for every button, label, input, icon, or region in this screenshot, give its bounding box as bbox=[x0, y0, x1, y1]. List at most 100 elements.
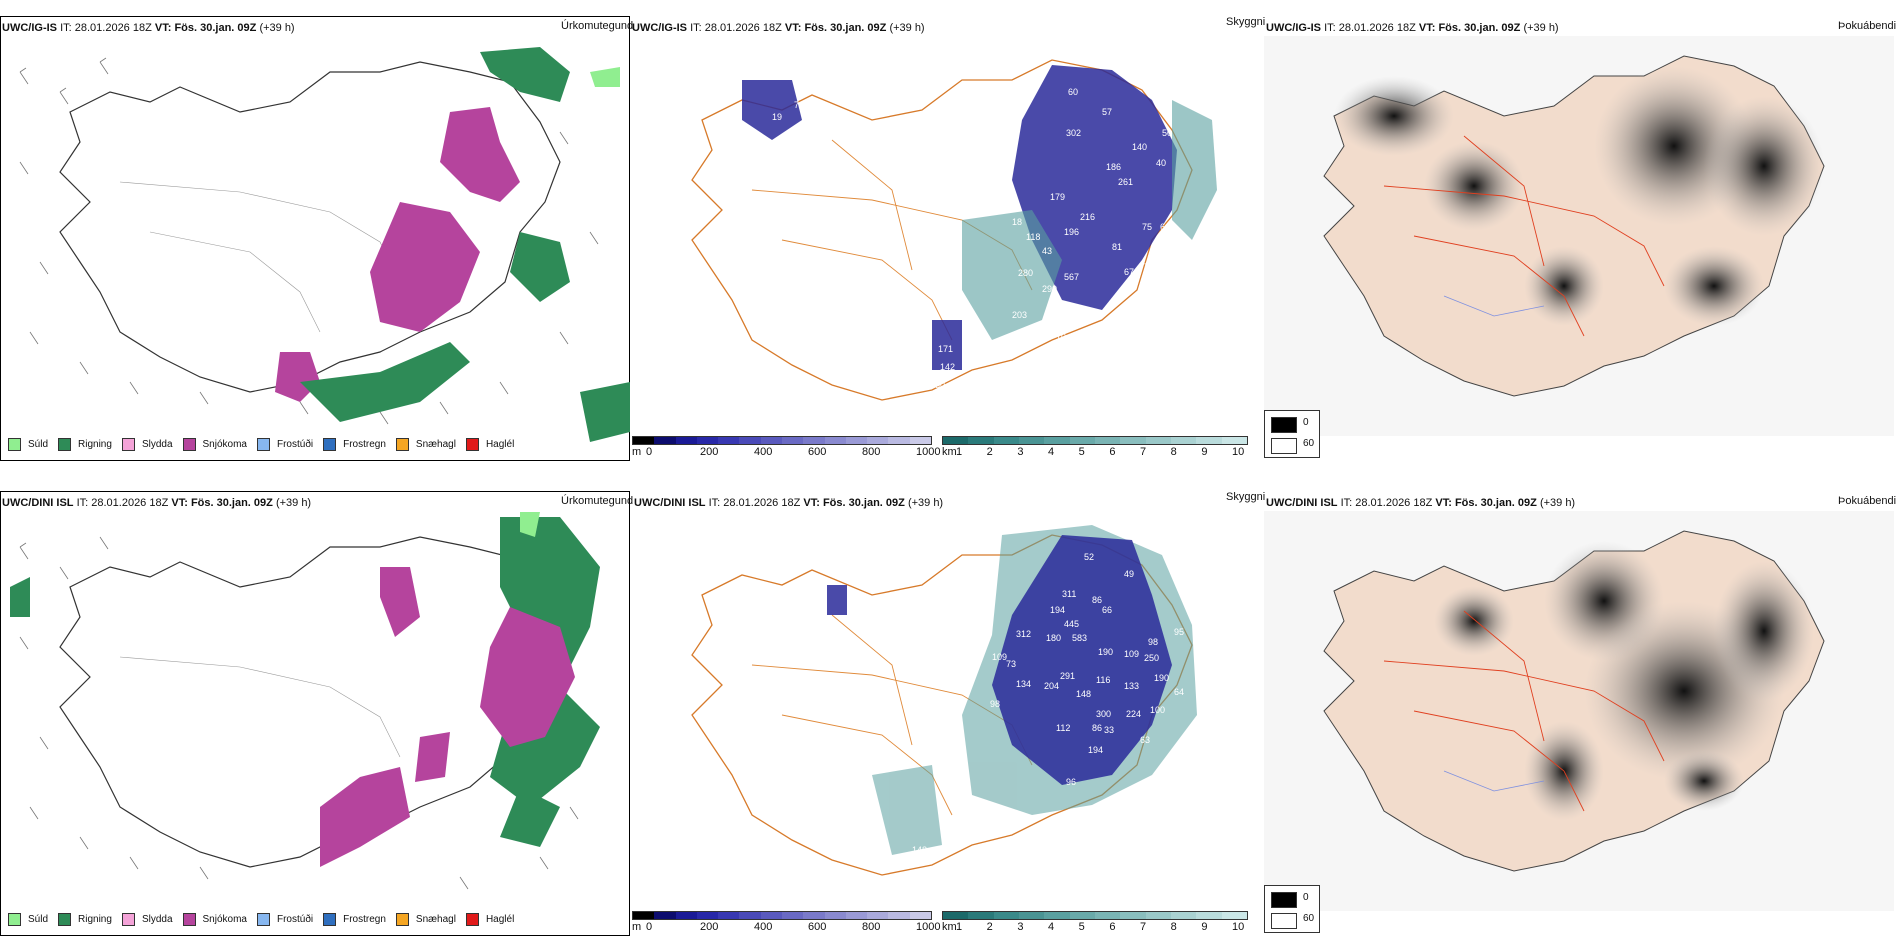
colorbar-segment bbox=[760, 437, 782, 444]
low-ceiling-areas bbox=[827, 535, 1172, 785]
swatch-rain bbox=[58, 437, 72, 451]
precip-type-panel: UWC/DINI ISL IT: 28.01.2026 18Z VT: Fös.… bbox=[0, 475, 634, 950]
colorbar-tick: 1 bbox=[956, 446, 963, 458]
svg-text:116: 116 bbox=[1096, 675, 1110, 685]
colorbar-segment bbox=[1196, 912, 1222, 919]
svg-text:180: 180 bbox=[1046, 633, 1061, 643]
colorbar-tick: 5 bbox=[1078, 921, 1085, 933]
colorbar-segment bbox=[943, 437, 969, 444]
svg-text:19: 19 bbox=[772, 112, 782, 122]
colorbar-tick: 9 bbox=[1201, 446, 1208, 458]
colorbar-segment bbox=[1170, 437, 1197, 444]
colorbar-segment bbox=[1221, 437, 1247, 444]
ceiling-map: 52 49 86 66 311 194 445 312 180 583 109 … bbox=[691, 525, 1197, 876]
svg-text:179: 179 bbox=[1050, 192, 1065, 202]
colorbar-tick: 1000 bbox=[916, 921, 941, 933]
colorbar-segment bbox=[803, 437, 825, 444]
colorbar-segment bbox=[968, 912, 994, 919]
colorbar-tick: 0 bbox=[646, 921, 653, 933]
colorbar-tick: 800 bbox=[862, 446, 881, 458]
svg-text:52: 52 bbox=[952, 246, 962, 256]
colorbar-segment bbox=[1170, 912, 1197, 919]
map-frame bbox=[0, 16, 630, 461]
svg-text:86: 86 bbox=[1092, 723, 1102, 733]
colorbar-tick: 2 bbox=[986, 921, 993, 933]
precip-type-title: Úrkomutegund bbox=[561, 20, 634, 32]
svg-text:97: 97 bbox=[876, 565, 886, 575]
precip-type-title: Úrkomutegund bbox=[561, 495, 634, 507]
svg-text:109: 109 bbox=[774, 154, 789, 164]
svg-text:280: 280 bbox=[1018, 268, 1033, 278]
svg-text:64: 64 bbox=[1160, 222, 1170, 232]
visibility-areas bbox=[962, 100, 1217, 340]
panel-title: UWC/IG-IS IT: 28.01.2026 18Z VT: Fös. 30… bbox=[1266, 22, 1559, 34]
svg-text:140: 140 bbox=[1132, 142, 1147, 152]
colorbar-segment bbox=[993, 912, 1019, 919]
colorbar-segment bbox=[803, 912, 825, 919]
colorbar-segment bbox=[1120, 912, 1146, 919]
svg-text:261: 261 bbox=[1118, 177, 1133, 187]
svg-text:63: 63 bbox=[1140, 735, 1150, 745]
svg-text:52: 52 bbox=[1084, 552, 1094, 562]
svg-text:148: 148 bbox=[912, 845, 927, 855]
swatch-freezing-drizzle bbox=[256, 912, 270, 926]
swatch-graupel bbox=[395, 912, 409, 926]
colorbar-tick: 8 bbox=[1170, 446, 1177, 458]
colorbar-tick: 6 bbox=[1109, 446, 1116, 458]
svg-text:73: 73 bbox=[1006, 659, 1016, 669]
colorbar-tick: 400 bbox=[754, 921, 773, 933]
colorbar-segment bbox=[1094, 912, 1121, 919]
colorbar-tick: 3 bbox=[1017, 921, 1024, 933]
svg-text:250: 250 bbox=[1144, 653, 1159, 663]
svg-text:112: 112 bbox=[1056, 723, 1070, 733]
colorbar-tick: 7 bbox=[1140, 921, 1147, 933]
colorbar-segment bbox=[633, 437, 655, 444]
colorbar-segment bbox=[633, 912, 655, 919]
colorbar-segment bbox=[1044, 437, 1070, 444]
colorbar-segment bbox=[718, 912, 740, 919]
colorbar-tick: 4 bbox=[1048, 921, 1055, 933]
panel-title: UWC/DINI ISL IT: 28.01.2026 18Z VT: Fös.… bbox=[1266, 497, 1576, 509]
svg-text:290: 290 bbox=[1042, 284, 1057, 294]
colorbar-tick: 1 bbox=[956, 921, 963, 933]
colorbar-segment bbox=[867, 437, 889, 444]
model-row-dini-isl: UWC/DINI ISL IT: 28.01.2026 18Z VT: Fös.… bbox=[0, 475, 1900, 950]
svg-text:291: 291 bbox=[1060, 671, 1075, 681]
fog-title: Þokuábendi bbox=[1838, 495, 1897, 507]
ceiling-colorbar: m 0 200 400 600 800 1000 bbox=[632, 911, 940, 933]
svg-text:86: 86 bbox=[1092, 595, 1102, 605]
svg-text:567: 567 bbox=[1064, 272, 1079, 282]
colorbar-tick: 10 bbox=[1232, 921, 1245, 933]
ceiling-labels: 60 57 302 186 140 261 40 75 64 81 67 76 … bbox=[772, 87, 1172, 390]
svg-text:98: 98 bbox=[990, 699, 1000, 709]
swatch-rain bbox=[58, 912, 72, 926]
visibility-colorbar-ticks: km 1 2 3 4 5 6 7 8 9 10 bbox=[942, 920, 1248, 933]
panel-title: UWC/IG-IS IT: 28.01.2026 18Z VT: Fös. 30… bbox=[632, 22, 925, 34]
svg-text:10: 10 bbox=[1056, 332, 1066, 342]
svg-text:133: 133 bbox=[1124, 681, 1139, 691]
svg-text:216: 216 bbox=[1080, 212, 1095, 222]
fog-map bbox=[1264, 36, 1894, 436]
iceland-outline bbox=[691, 59, 1193, 401]
svg-text:204: 204 bbox=[1044, 681, 1059, 691]
colorbar-segment bbox=[1120, 437, 1146, 444]
colorbar-segment bbox=[718, 437, 740, 444]
colorbar-tick: 4 bbox=[1048, 446, 1055, 458]
model-row-ig-is: UWC/IG-IS IT: 28.01.2026 18Z VT: Fös. 30… bbox=[0, 16, 1896, 461]
colorbar-segment bbox=[1145, 912, 1171, 919]
svg-text:109: 109 bbox=[992, 652, 1007, 662]
svg-text:18: 18 bbox=[1012, 217, 1022, 227]
colorbar-tick: 0 bbox=[646, 446, 653, 458]
swatch-hail bbox=[465, 437, 479, 451]
swatch-freezing-rain bbox=[323, 912, 337, 926]
ceiling-colorbar-ticks: m 0 200 400 600 800 1000 bbox=[632, 920, 940, 933]
colorbar-tick: 2 bbox=[986, 446, 993, 458]
precip-legend: Súld Rigning Slydda Snjókoma Frostúði Fr… bbox=[2, 434, 514, 454]
colorbar-segment bbox=[675, 912, 697, 919]
snow-areas bbox=[275, 107, 520, 402]
svg-text:134: 134 bbox=[1016, 679, 1031, 689]
colorbar-segment bbox=[845, 437, 868, 444]
panel-title: UWC/IG-IS IT: 28.01.2026 18Z VT: Fös. 30… bbox=[2, 22, 295, 34]
svg-text:115: 115 bbox=[992, 184, 1006, 194]
visibility-colorbar-scale bbox=[942, 436, 1248, 445]
